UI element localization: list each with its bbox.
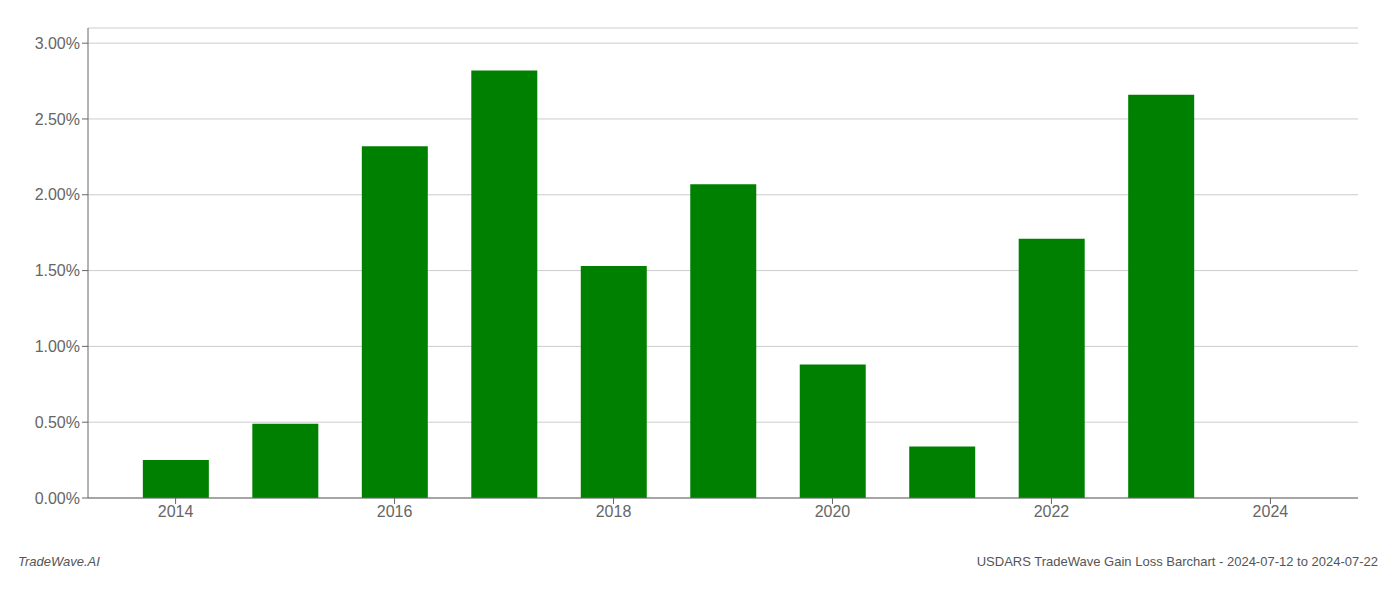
svg-text:0.50%: 0.50% (35, 414, 80, 431)
svg-text:1.50%: 1.50% (35, 262, 80, 279)
html-text:USDARS TradeWave Gain Loss Bar: USDARS TradeWave Gain Loss Barchart - 20… (976, 554, 1378, 569)
svg-text:2.50%: 2.50% (35, 111, 80, 128)
svg-text:2.00%: 2.00% (35, 186, 80, 203)
svg-text:2022: 2022 (1034, 503, 1070, 520)
html-text:TradeWave.AI: TradeWave.AI (18, 554, 100, 569)
svg-text:2016: 2016 (377, 503, 413, 520)
svg-text:2020: 2020 (815, 503, 851, 520)
svg-text:0.00%: 0.00% (35, 490, 80, 507)
svg-text:2014: 2014 (158, 503, 194, 520)
svg-text:1.00%: 1.00% (35, 338, 80, 355)
svg-text:2018: 2018 (596, 503, 632, 520)
svg-text:3.00%: 3.00% (35, 35, 80, 52)
svg-text:2024: 2024 (1253, 503, 1289, 520)
